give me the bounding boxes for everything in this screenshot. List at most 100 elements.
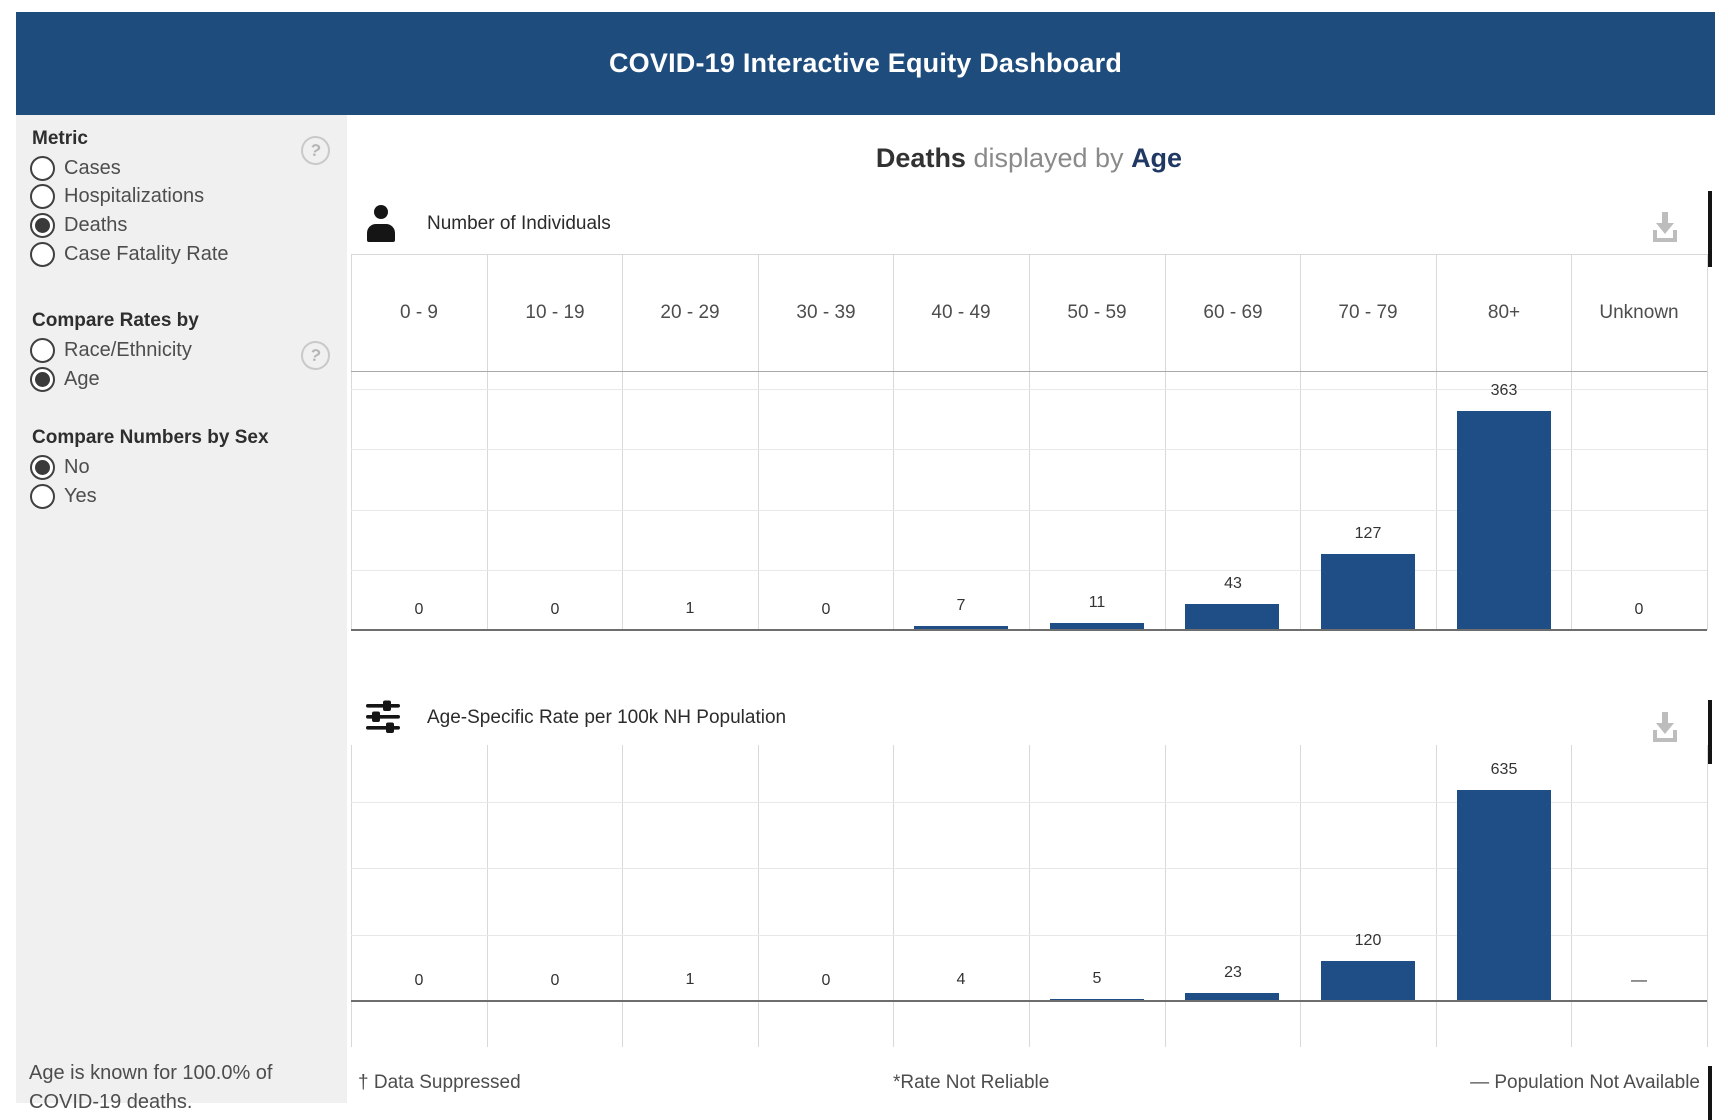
column-separator [1029, 745, 1030, 1047]
app-title: COVID-19 Interactive Equity Dashboard [608, 48, 1123, 78]
radio-button[interactable] [30, 338, 55, 363]
bar-value-label: 0 [550, 972, 560, 989]
download-icon[interactable] [1646, 209, 1684, 247]
axis-baseline [351, 1000, 1707, 1002]
radio-option-hospitalizations[interactable]: Hospitalizations [30, 182, 204, 211]
gridline [351, 510, 1707, 511]
radio-button[interactable] [30, 184, 55, 209]
gridline [351, 449, 1707, 450]
bar-value-label: 0 [821, 601, 831, 618]
bar-value-label: 363 [1490, 382, 1518, 399]
column-separator [487, 745, 488, 1047]
radio-button[interactable] [30, 156, 55, 181]
radio-label: Race/Ethnicity [64, 339, 192, 361]
column-separator [1300, 745, 1301, 1047]
age-column-header: 30 - 39 [796, 301, 856, 323]
radio-option-deaths[interactable]: Deaths [30, 211, 127, 240]
radio-label: Cases [64, 157, 121, 179]
title-metric: Deaths [875, 143, 966, 173]
chart1-scrollbar[interactable] [1708, 191, 1712, 267]
gridline [351, 935, 1707, 936]
bar-60-69[interactable] [1185, 604, 1279, 630]
chart1-title: Number of Individuals [427, 213, 611, 234]
bar-60-69[interactable] [1185, 993, 1279, 1001]
chart2-scrollbar[interactable] [1708, 700, 1712, 764]
column-separator [1436, 745, 1437, 1047]
bar-value-label: 127 [1354, 525, 1382, 542]
title-connector: displayed by [965, 143, 1132, 173]
age-column-header: 50 - 59 [1067, 301, 1127, 323]
radio-option-cases[interactable]: Cases [30, 154, 121, 183]
radio-label: Deaths [64, 214, 128, 236]
bar-value-label: 1 [685, 600, 695, 617]
header-band-top-border [351, 254, 1707, 255]
age-column-header: 60 - 69 [1203, 301, 1263, 323]
column-separator [487, 254, 488, 630]
radio-label: Yes [64, 485, 97, 507]
bar-value-label: 0 [414, 972, 424, 989]
bar-50-59[interactable] [1050, 623, 1144, 630]
bar-70-79[interactable] [1321, 554, 1415, 630]
download-icon[interactable] [1646, 709, 1684, 747]
age-column-header: 80+ [1487, 301, 1521, 323]
radio-option-age[interactable]: Age [30, 365, 100, 394]
radio-label: Age [64, 368, 100, 390]
bar-value-label: 1 [685, 971, 695, 988]
gridline [351, 802, 1707, 803]
radio-button[interactable] [30, 242, 55, 267]
sidebar-note-line1: Age is known for 100.0% of [29, 1062, 273, 1084]
bar-value-label: 0 [414, 601, 424, 618]
filter-section-title-metric: Metric [32, 128, 88, 149]
title-dimension: Age [1131, 143, 1183, 173]
column-separator [351, 254, 352, 630]
bar-value-label: — [1631, 972, 1647, 989]
radio-option-yes[interactable]: Yes [30, 482, 97, 511]
bar-80[interactable] [1457, 411, 1551, 630]
bar-value-label: 23 [1224, 964, 1242, 981]
bar-80[interactable] [1457, 790, 1551, 1001]
column-separator [1707, 745, 1708, 1047]
bar-value-label: 11 [1088, 594, 1106, 611]
radio-button-selected[interactable] [30, 367, 55, 392]
help-icon[interactable]: ? [298, 338, 333, 373]
radio-option-case-fatality-rate[interactable]: Case Fatality Rate [30, 240, 229, 269]
sidebar-note-line2: COVID-19 deaths. [29, 1091, 193, 1113]
age-column-header: 20 - 29 [660, 301, 720, 323]
radio-button[interactable] [30, 484, 55, 509]
bar-40-49[interactable] [914, 626, 1008, 630]
sliders-icon [366, 700, 402, 739]
bar-value-label: 0 [1634, 601, 1644, 618]
footnote-population-not-available: — Population Not Available [1470, 1072, 1700, 1093]
column-separator [1707, 254, 1708, 630]
column-separator [622, 745, 623, 1047]
bar-value-label: 5 [1092, 970, 1102, 987]
gridline [351, 868, 1707, 869]
age-column-header: Unknown [1599, 301, 1679, 323]
radio-label: Case Fatality Rate [64, 243, 229, 265]
column-separator [1165, 745, 1166, 1047]
chart-main-title: Deaths displayed by Age [351, 143, 1707, 174]
help-icon[interactable]: ? [298, 133, 333, 168]
sidebar: Age is known for 100.0% of COVID-19 deat… [16, 115, 347, 1113]
bar-value-label: 635 [1490, 761, 1518, 778]
column-separator [1571, 745, 1572, 1047]
radio-label: Hospitalizations [64, 185, 205, 207]
radio-option-no[interactable]: No [30, 453, 90, 482]
bar-70-79[interactable] [1321, 961, 1415, 1001]
column-separator [622, 254, 623, 630]
bar-value-label: 0 [821, 972, 831, 989]
radio-button-selected[interactable] [30, 213, 55, 238]
column-separator [893, 745, 894, 1047]
column-separator [758, 745, 759, 1047]
radio-button-selected[interactable] [30, 455, 55, 480]
column-separator [1029, 254, 1030, 630]
bar-value-label: 4 [956, 971, 966, 988]
age-column-header: 10 - 19 [525, 301, 585, 323]
column-separator [351, 745, 352, 1047]
radio-option-race-ethnicity[interactable]: Race/Ethnicity [30, 336, 192, 365]
gridline [351, 389, 1707, 390]
footnote-rate-not-reliable: *Rate Not Reliable [893, 1072, 1050, 1093]
bar-value-label: 120 [1354, 932, 1382, 949]
footer-scrollbar[interactable] [1708, 1066, 1712, 1120]
